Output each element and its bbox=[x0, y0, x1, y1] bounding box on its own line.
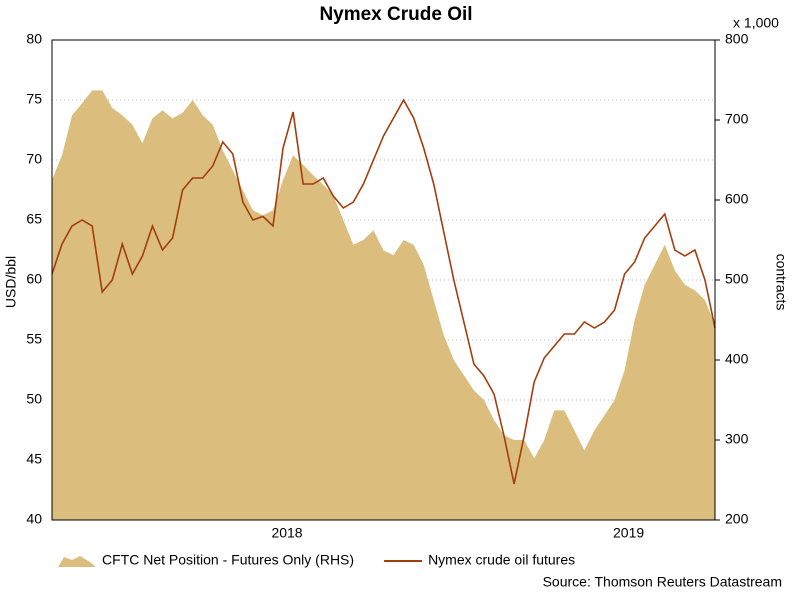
y-tick-label: 75 bbox=[26, 91, 42, 107]
y2-unit: x 1,000 bbox=[733, 15, 779, 31]
y-tick-label: 50 bbox=[26, 391, 42, 407]
y-tick-label: 65 bbox=[26, 211, 42, 227]
y-tick-label: 70 bbox=[26, 151, 42, 167]
y-tick-label: 55 bbox=[26, 331, 42, 347]
y2-tick-label: 400 bbox=[725, 351, 749, 367]
x-tick-label: 2019 bbox=[613, 525, 644, 541]
legend-swatch bbox=[58, 556, 96, 567]
y2-tick-label: 200 bbox=[725, 511, 749, 527]
legend-label: CFTC Net Position - Futures Only (RHS) bbox=[102, 552, 354, 568]
chart-title: Nymex Crude Oil bbox=[319, 4, 472, 25]
y2-tick-label: 600 bbox=[725, 191, 749, 207]
line bbox=[51, 98, 716, 485]
plot-frame bbox=[51, 39, 716, 521]
y2-axis-label: contracts bbox=[773, 254, 789, 311]
y2-tick-label: 700 bbox=[725, 111, 749, 127]
y2-tick-label: 300 bbox=[725, 431, 749, 447]
legend-label: Nymex crude oil futures bbox=[428, 552, 575, 568]
y-tick-label: 45 bbox=[26, 451, 42, 467]
x-tick-label: 2018 bbox=[271, 525, 302, 541]
y-tick-label: 40 bbox=[26, 511, 42, 527]
y2-tick-label: 500 bbox=[725, 271, 749, 287]
y-axis-label: USD/bbl bbox=[3, 256, 19, 308]
area bbox=[52, 90, 715, 521]
y2-tick-label: 800 bbox=[725, 31, 749, 47]
y-tick-label: 80 bbox=[26, 31, 42, 47]
source: Source: Thomson Reuters Datastream bbox=[543, 574, 782, 590]
y-tick-label: 60 bbox=[26, 271, 42, 287]
